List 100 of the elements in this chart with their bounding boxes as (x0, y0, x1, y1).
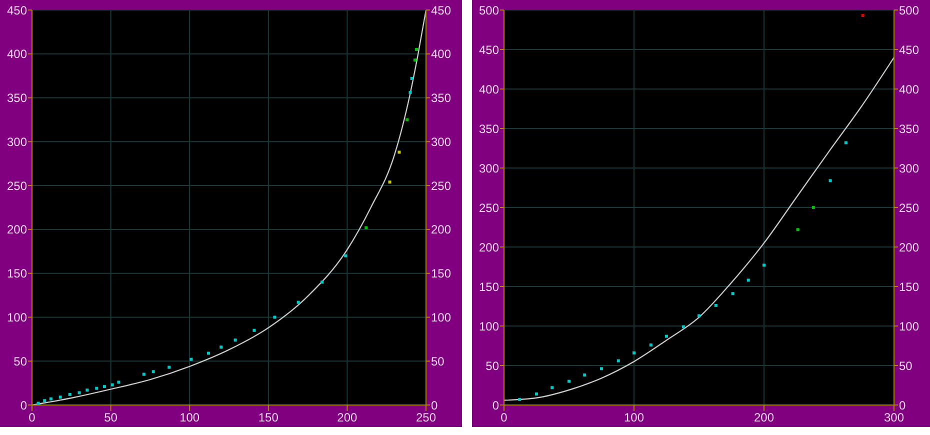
y-tick-label: 350 (6, 91, 28, 106)
point (535, 392, 538, 396)
y2-tick-label: 450 (899, 42, 920, 57)
y2-tick-label: 350 (431, 91, 452, 106)
y2-tick-label: 100 (899, 319, 920, 334)
point (364, 226, 368, 230)
y2-tick-label: 250 (899, 200, 920, 215)
x-tick-label: 200 (754, 410, 774, 425)
point (632, 351, 636, 354)
y-tick-label: 300 (6, 134, 28, 149)
y-tick-label: 50 (14, 354, 28, 368)
point (142, 372, 146, 376)
y2-tick-label: 50 (431, 354, 445, 368)
line-series (504, 56, 894, 401)
point (406, 118, 409, 122)
point (95, 386, 98, 390)
x-tick-label: 100 (624, 410, 644, 425)
point (714, 304, 718, 307)
y-tick-label: 150 (6, 266, 28, 281)
y-tick-label: 200 (6, 222, 28, 237)
point (665, 334, 668, 338)
y-tick-label: 300 (478, 161, 500, 176)
point (252, 328, 256, 332)
x-tick-label: 100 (180, 410, 200, 425)
y-tick-label: 200 (478, 240, 500, 254)
point (682, 325, 685, 328)
y-tick-label: 450 (478, 42, 500, 57)
y2-tick-label: 0 (899, 398, 906, 412)
point (207, 352, 210, 355)
point (568, 380, 570, 383)
x-tick-label: 300 (884, 410, 904, 425)
y-tick-label: 400 (6, 47, 28, 62)
point (616, 359, 620, 362)
point (168, 366, 171, 369)
y-tick-label: 0 (20, 398, 28, 412)
point (117, 380, 120, 384)
y2-tick-label: 350 (899, 122, 920, 136)
point (344, 254, 348, 258)
point (296, 300, 300, 304)
point (746, 278, 750, 282)
y2-tick-label: 100 (431, 310, 452, 324)
point (410, 76, 414, 80)
point (812, 206, 815, 209)
y2-tick-label: 250 (431, 178, 452, 193)
point (110, 383, 114, 386)
y2-tick-label: 450 (431, 3, 452, 18)
x-tick-label: 250 (416, 410, 436, 425)
y2-tick-label: 200 (431, 222, 452, 237)
point (828, 179, 832, 182)
point (844, 141, 848, 144)
point (320, 280, 324, 284)
point (550, 386, 554, 390)
y-tick-label: 500 (478, 3, 500, 18)
point (796, 228, 800, 232)
point (68, 392, 72, 396)
y-tick-label: 400 (478, 82, 500, 96)
y2-tick-label: 400 (899, 82, 920, 96)
point (698, 314, 700, 318)
y2-tick-label: 50 (899, 358, 913, 373)
point (78, 391, 81, 394)
y-tick-label: 150 (478, 280, 500, 294)
point (415, 48, 418, 51)
y2-tick-label: 400 (431, 47, 452, 62)
y2-tick-label: 300 (899, 161, 920, 176)
point (36, 402, 40, 405)
y-tick-label: 250 (6, 178, 28, 193)
y2-tick-label: 500 (899, 3, 920, 18)
point (408, 91, 412, 94)
point (58, 396, 62, 399)
point (762, 264, 766, 267)
point (398, 150, 401, 154)
x-tick-label: 200 (337, 410, 358, 425)
point (43, 399, 46, 402)
point (600, 367, 603, 370)
point (388, 180, 392, 184)
y2-tick-label: 200 (899, 240, 920, 254)
point (518, 398, 522, 401)
point (413, 58, 416, 62)
point (861, 14, 864, 18)
y2-tick-label: 300 (431, 134, 452, 149)
point (649, 343, 652, 346)
y-tick-label: 0 (492, 398, 500, 412)
y-tick-label: 350 (478, 122, 500, 136)
y-tick-label: 50 (486, 358, 500, 373)
y-tick-label: 450 (6, 3, 28, 18)
point (190, 358, 193, 361)
point (220, 346, 223, 349)
point (273, 316, 276, 319)
point (86, 388, 89, 392)
y-tick-label: 100 (478, 319, 500, 334)
y-tick-label: 250 (478, 200, 500, 215)
y2-tick-label: 150 (431, 266, 452, 281)
y-tick-label: 100 (6, 310, 28, 324)
point (102, 385, 106, 388)
x-tick-label: 50 (104, 410, 118, 425)
y2-tick-label: 0 (431, 398, 438, 412)
point (152, 370, 155, 374)
point (731, 292, 734, 296)
point (49, 397, 52, 400)
y2-tick-label: 150 (899, 280, 920, 294)
